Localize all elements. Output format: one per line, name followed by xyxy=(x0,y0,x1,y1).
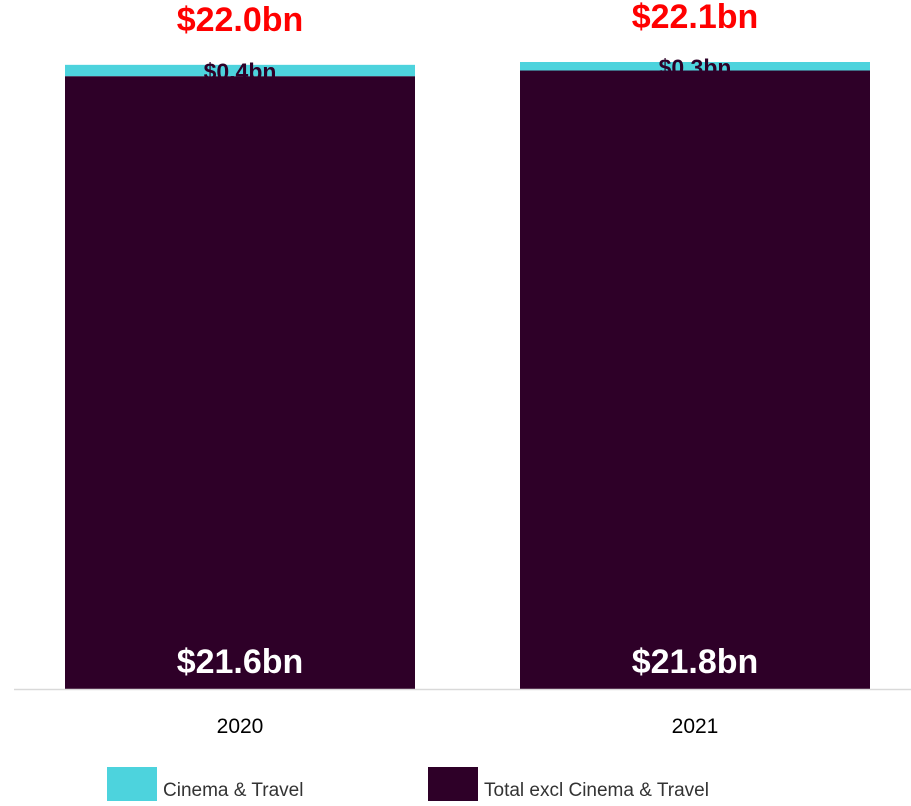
segment-label-2020-base: $21.6bn xyxy=(177,643,304,681)
segment-label-2021-base: $21.8bn xyxy=(632,643,759,681)
total-label-2021: $22.1bn xyxy=(632,0,759,36)
bar-segment-2021-1 xyxy=(520,62,870,71)
legend-label-1: Total excl Cinema & Travel xyxy=(484,780,709,801)
bar-segment-2021-0 xyxy=(520,70,870,690)
x-tick-label-2020: 2020 xyxy=(217,715,264,738)
legend-label-0: Cinema & Travel xyxy=(163,780,303,801)
total-label-2020: $22.0bn xyxy=(177,1,304,39)
legend-swatch-1 xyxy=(428,767,478,801)
legend-item-1: Total excl Cinema & Travel xyxy=(428,767,709,801)
segment-label-2020-top: $0.4bn xyxy=(204,59,277,85)
x-tick-label-2021: 2021 xyxy=(672,715,719,738)
bar-segment-2020-1 xyxy=(65,64,415,77)
segment-label-2021-top: $0.3bn xyxy=(659,54,732,80)
bar-segment-2020-0 xyxy=(65,76,415,689)
legend-item-0: Cinema & Travel xyxy=(107,767,303,801)
legend-swatch-0 xyxy=(107,767,157,801)
